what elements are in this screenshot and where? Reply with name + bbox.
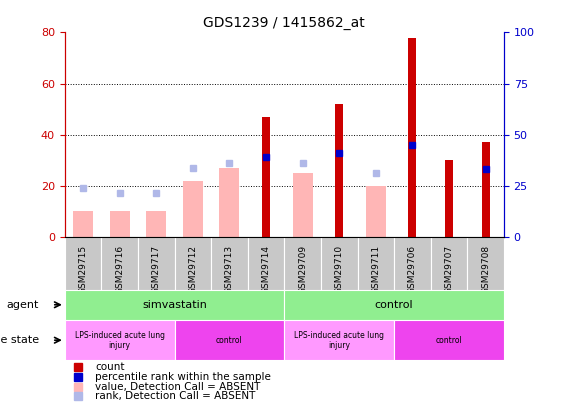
Bar: [293, 173, 312, 237]
Text: GSM29715: GSM29715: [79, 245, 87, 294]
Bar: [262, 117, 270, 237]
Text: LPS-induced acute lung
injury: LPS-induced acute lung injury: [294, 330, 384, 350]
Text: GSM29713: GSM29713: [225, 245, 234, 294]
Bar: [65, 290, 284, 320]
Bar: [146, 211, 166, 237]
Bar: [284, 320, 394, 360]
Bar: [220, 168, 239, 237]
Text: percentile rank within the sample: percentile rank within the sample: [96, 372, 271, 382]
Bar: [394, 320, 504, 360]
Text: rank, Detection Call = ABSENT: rank, Detection Call = ABSENT: [96, 391, 256, 401]
Bar: [211, 237, 248, 290]
Text: LPS-induced acute lung
injury: LPS-induced acute lung injury: [75, 330, 164, 350]
Text: GSM29711: GSM29711: [372, 245, 380, 294]
Bar: [138, 237, 175, 290]
Bar: [175, 320, 284, 360]
Bar: [431, 237, 467, 290]
Bar: [335, 104, 343, 237]
Text: GSM29709: GSM29709: [298, 245, 307, 294]
Bar: [408, 38, 417, 237]
Text: GSM29716: GSM29716: [115, 245, 124, 294]
Bar: [175, 237, 211, 290]
Bar: [110, 211, 129, 237]
Bar: [358, 237, 394, 290]
Bar: [394, 237, 431, 290]
Text: GSM29717: GSM29717: [152, 245, 160, 294]
Text: disease state: disease state: [0, 335, 39, 345]
Text: control: control: [216, 336, 243, 345]
Bar: [481, 142, 490, 237]
Bar: [73, 211, 93, 237]
Text: control: control: [375, 300, 413, 310]
Text: control: control: [436, 336, 462, 345]
Text: value, Detection Call = ABSENT: value, Detection Call = ABSENT: [96, 382, 261, 392]
Bar: [366, 186, 386, 237]
Text: GSM29706: GSM29706: [408, 245, 417, 294]
Text: count: count: [96, 362, 125, 372]
Text: GSM29707: GSM29707: [445, 245, 453, 294]
Bar: [321, 237, 358, 290]
Text: simvastatin: simvastatin: [142, 300, 207, 310]
Text: GSM29710: GSM29710: [335, 245, 343, 294]
Bar: [284, 290, 504, 320]
Text: GSM29712: GSM29712: [189, 245, 197, 294]
Bar: [65, 237, 101, 290]
Title: GDS1239 / 1415862_at: GDS1239 / 1415862_at: [203, 16, 365, 30]
Bar: [65, 320, 175, 360]
Bar: [183, 181, 203, 237]
Bar: [284, 237, 321, 290]
Text: GSM29708: GSM29708: [481, 245, 490, 294]
Bar: [101, 237, 138, 290]
Bar: [248, 237, 284, 290]
Bar: [467, 237, 504, 290]
Text: agent: agent: [7, 300, 39, 310]
Bar: [445, 160, 453, 237]
Text: GSM29714: GSM29714: [262, 245, 270, 294]
